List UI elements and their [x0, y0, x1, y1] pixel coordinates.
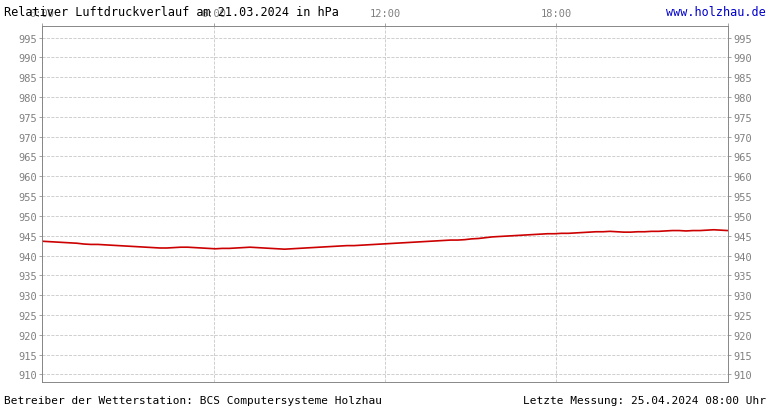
Text: Betreiber der Wetterstation: BCS Computersysteme Holzhau: Betreiber der Wetterstation: BCS Compute…: [4, 395, 382, 405]
Text: Letzte Messung: 25.04.2024 08:00 Uhr: Letzte Messung: 25.04.2024 08:00 Uhr: [523, 395, 766, 405]
Text: www.holzhau.de: www.holzhau.de: [666, 6, 766, 19]
Text: Relativer Luftdruckverlauf am 21.03.2024 in hPa: Relativer Luftdruckverlauf am 21.03.2024…: [4, 6, 339, 19]
